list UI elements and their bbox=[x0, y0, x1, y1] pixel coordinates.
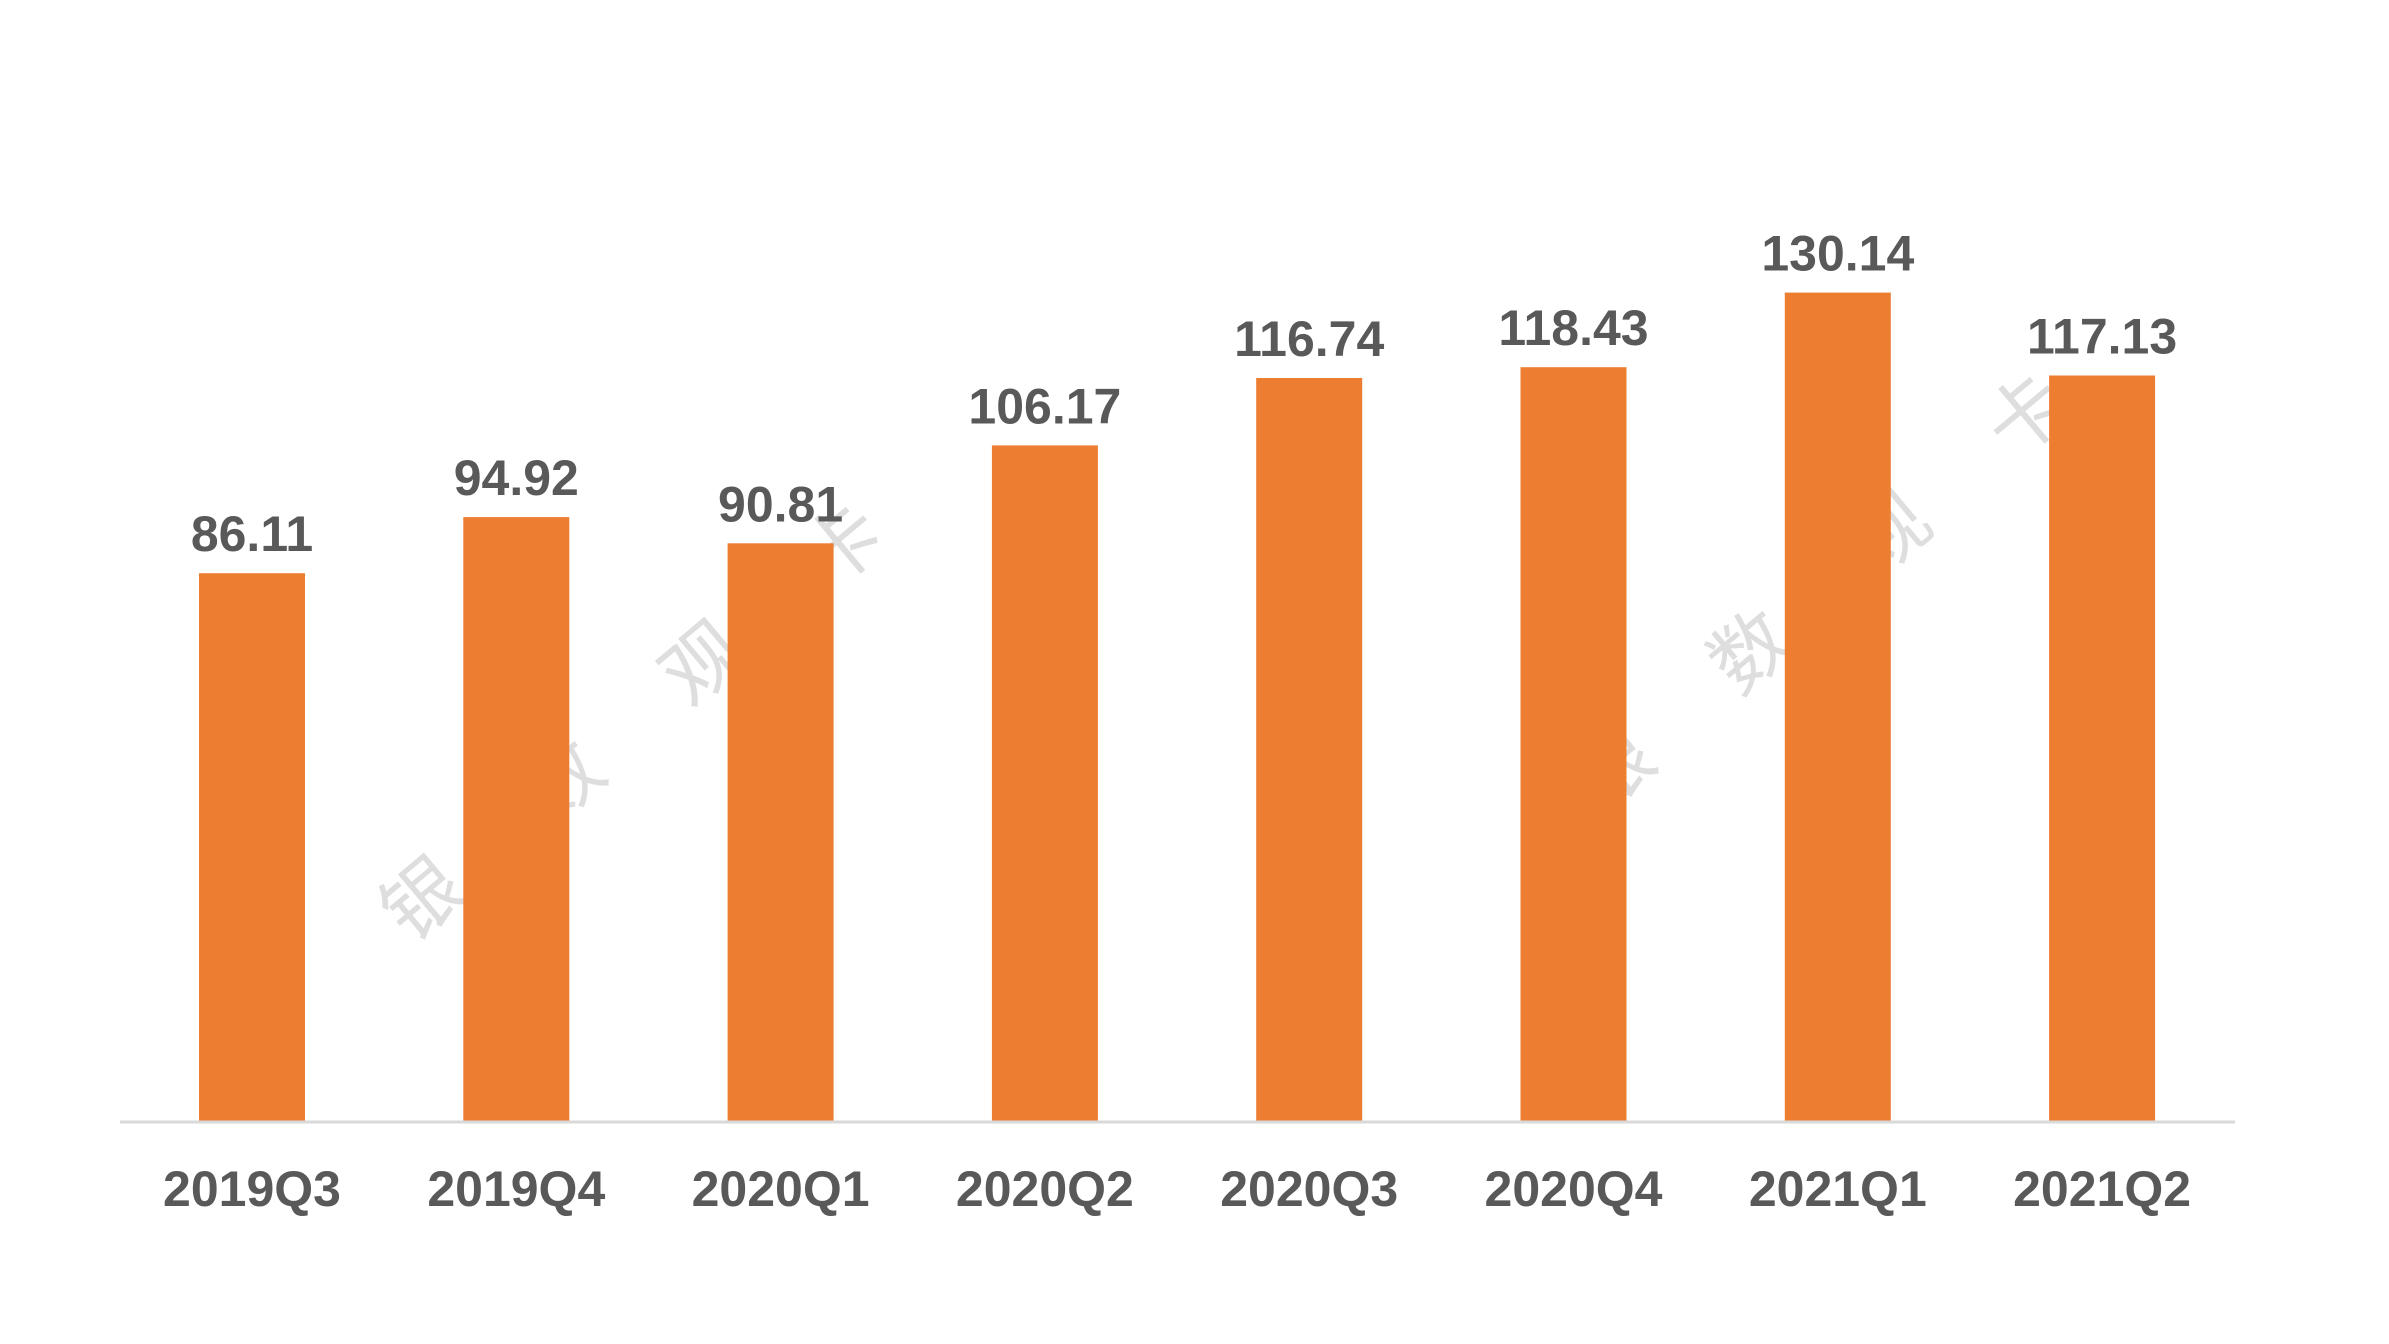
x-tick-label-2021Q2: 2021Q2 bbox=[2013, 1161, 2191, 1217]
x-tick-label-2019Q4: 2019Q4 bbox=[427, 1161, 605, 1217]
data-label-2021Q1: 130.14 bbox=[1761, 226, 1914, 282]
bars-group bbox=[199, 292, 2156, 1123]
bar-2019Q4 bbox=[463, 517, 570, 1122]
bar-2021Q1 bbox=[1784, 292, 1891, 1123]
data-label-2019Q4: 94.92 bbox=[454, 450, 579, 506]
x-tick-label-2020Q1: 2020Q1 bbox=[692, 1161, 870, 1217]
data-label-2020Q3: 116.74 bbox=[1234, 311, 1384, 367]
data-labels-group: 86.11 94.92 90.81 106.17 116.74 118.43 130.14 1… bbox=[191, 226, 2177, 563]
data-label-2020Q2: 106.17 bbox=[968, 378, 1121, 434]
bar-2020Q1 bbox=[727, 543, 834, 1122]
bar-2019Q3 bbox=[199, 573, 305, 1122]
bar-2020Q4 bbox=[1520, 367, 1627, 1122]
x-tick-label-2020Q3: 2020Q3 bbox=[1220, 1161, 1398, 1217]
data-label-2019Q3: 86.11 bbox=[191, 506, 313, 562]
x-tick-label-2019Q3: 2019Q3 bbox=[163, 1161, 341, 1217]
bar-2020Q2 bbox=[991, 445, 1098, 1122]
data-label-2020Q1: 90.81 bbox=[718, 476, 843, 532]
x-tick-label-2021Q1: 2021Q1 bbox=[1749, 1161, 1927, 1217]
x-tick-label-2020Q2: 2020Q2 bbox=[956, 1161, 1134, 1217]
data-label-2021Q2: 117.13 bbox=[2027, 309, 2177, 365]
x-tick-labels-group: 2019Q3 2019Q4 2020Q1 2020Q2 2020Q3 2020Q4 2021… bbox=[163, 1161, 2191, 1217]
x-tick-label-2020Q4: 2020Q4 bbox=[1485, 1161, 1663, 1217]
bar-2020Q3 bbox=[1256, 378, 1363, 1122]
data-label-2020Q4: 118.43 bbox=[1498, 300, 1648, 356]
bar-2021Q2 bbox=[2049, 375, 2156, 1122]
